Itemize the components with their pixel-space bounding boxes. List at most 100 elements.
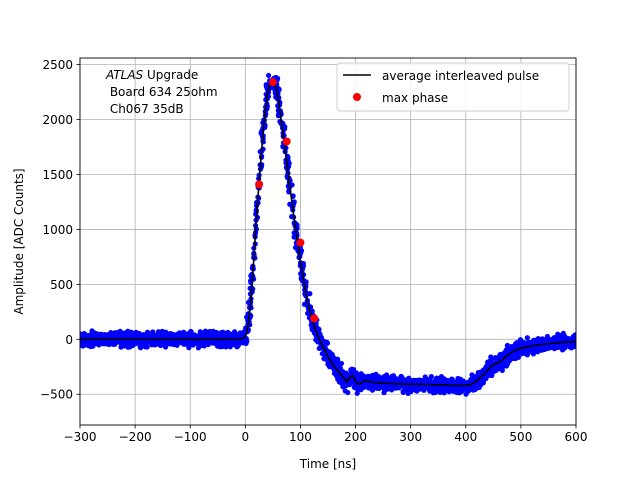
legend-label-max-phase: max phase <box>382 91 448 105</box>
scatter-point <box>150 329 156 335</box>
scatter-point <box>485 362 491 368</box>
scatter-point <box>186 345 192 351</box>
max-phase-point <box>282 137 291 146</box>
scatter-point <box>201 343 207 349</box>
y-tick-label: 1500 <box>42 168 73 182</box>
scatter-point <box>455 379 461 385</box>
scatter-point <box>205 330 211 336</box>
scatter-point <box>89 328 95 334</box>
scatter-point <box>305 310 311 316</box>
scatter-point <box>309 325 315 331</box>
y-axis-label: Amplitude [ADC Counts] <box>12 168 26 314</box>
x-tick-label: 500 <box>509 430 532 444</box>
max-phase-point <box>310 314 319 323</box>
scatter-point <box>488 354 494 360</box>
scatter-point <box>572 332 576 338</box>
scatter-point <box>345 389 351 396</box>
svg-text:ATLAS Upgrade: ATLAS Upgrade <box>105 68 198 82</box>
scatter-point <box>173 341 179 347</box>
y-tick-label: 2500 <box>42 58 73 72</box>
scatter-point <box>466 388 472 394</box>
scatter-point <box>381 390 387 396</box>
scatter-point <box>331 355 338 362</box>
x-tick-label: 400 <box>454 430 477 444</box>
scatter-point <box>212 340 218 347</box>
scatter-point <box>524 335 530 341</box>
scatter-point <box>131 331 138 337</box>
scatter-point <box>291 234 297 240</box>
annotation-line1: Upgrade <box>143 68 198 82</box>
scatter-point <box>241 340 247 346</box>
scatter-point <box>201 331 207 337</box>
atlas-annotation: ATLAS Upgrade Board 634 25ohm Ch067 35dB <box>105 68 218 116</box>
annotation-italic: ATLAS <box>105 68 144 82</box>
x-tick-label: −300 <box>64 430 97 444</box>
scatter-point <box>159 330 165 336</box>
scatter-point <box>425 379 431 385</box>
x-axis-label: Time [ns] <box>299 457 356 471</box>
scatter-point <box>291 199 297 205</box>
scatter-point <box>363 375 369 382</box>
scatter-point <box>454 389 460 396</box>
scatter-point <box>223 344 229 350</box>
scatter-point <box>158 342 164 349</box>
scatter-point <box>438 379 444 386</box>
max-phase-point <box>268 78 277 87</box>
scatter-point <box>137 341 143 347</box>
scatter-point <box>557 334 564 340</box>
scatter-point <box>369 374 375 380</box>
legend-box <box>336 62 570 112</box>
x-tick-label: −200 <box>119 430 152 444</box>
scatter-point <box>183 339 189 345</box>
legend-label-average: average interleaved pulse <box>382 69 539 83</box>
scatter-point <box>98 331 104 337</box>
scatter-point <box>505 361 511 367</box>
legend-marker-max-phase <box>353 93 361 101</box>
max-phase-point <box>255 180 264 189</box>
scatter-point <box>361 384 367 390</box>
x-axis: −300 −200 −100 0 100 200 300 400 500 600 <box>64 425 587 444</box>
scatter-point <box>153 341 159 347</box>
scatter-point <box>190 341 196 348</box>
scatter-point <box>80 334 83 340</box>
scatter-point <box>289 214 295 220</box>
scatter-point <box>177 332 183 338</box>
y-tick-label: 0 <box>65 333 73 347</box>
scatter-point <box>530 340 536 346</box>
scatter-point <box>167 331 173 337</box>
scatter-point <box>354 390 360 396</box>
scatter-point <box>118 344 124 350</box>
scatter-point <box>538 344 544 350</box>
legend: average interleaved pulse max phase <box>336 62 570 112</box>
scatter-point <box>499 364 506 370</box>
scatter-point <box>569 343 575 349</box>
x-tick-label: 100 <box>289 430 312 444</box>
scatter-point <box>379 384 385 390</box>
scatter-point <box>138 345 144 351</box>
scatter-point <box>321 356 327 362</box>
scatter-point <box>80 343 86 349</box>
scatter-point <box>460 387 466 393</box>
scatter-point <box>109 332 115 338</box>
y-tick-label: 2000 <box>42 113 73 127</box>
scatter-point <box>435 376 441 382</box>
scatter-point <box>351 367 357 373</box>
x-tick-label: −100 <box>174 430 207 444</box>
scatter-point <box>200 339 206 345</box>
scatter-point <box>491 366 497 372</box>
scatter-point <box>142 344 148 350</box>
scatter-point <box>469 372 475 378</box>
scatter-point <box>375 382 381 388</box>
scatter-point <box>220 331 227 337</box>
y-tick-label: 500 <box>50 278 73 292</box>
scatter-point <box>213 331 219 337</box>
scatter-point <box>114 329 121 336</box>
scatter-point <box>196 332 203 338</box>
scatter-point <box>276 86 282 92</box>
scatter-point <box>521 340 527 346</box>
scatter-point <box>452 386 458 392</box>
scatter-point <box>383 373 389 379</box>
scatter-point <box>275 75 281 82</box>
scatter-point <box>562 345 568 351</box>
